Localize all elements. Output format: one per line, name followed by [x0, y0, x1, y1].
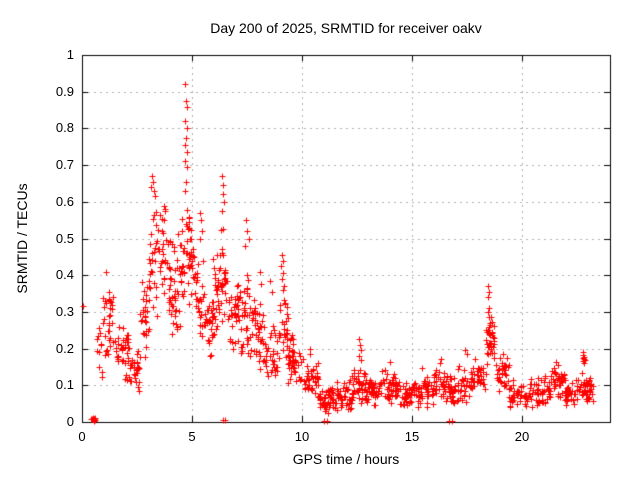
- x-axis-label: GPS time / hours: [292, 451, 400, 467]
- y-tick-label: 0.8: [55, 120, 74, 135]
- x-tick-label: 0: [78, 429, 86, 444]
- x-tick-label: 10: [294, 429, 310, 444]
- x-tick-label: 20: [514, 429, 530, 444]
- x-tick-label: 5: [188, 429, 196, 444]
- y-tick-label: 0.9: [55, 84, 74, 99]
- y-tick-label: 0.2: [55, 341, 74, 356]
- y-tick-label: 0.7: [55, 157, 74, 172]
- y-tick-label: 0.4: [55, 267, 74, 282]
- y-tick-label: 1: [66, 47, 74, 62]
- y-tick-label: 0.5: [55, 231, 74, 246]
- y-tick-label: 0: [66, 414, 74, 429]
- y-tick-label: 0.6: [55, 194, 74, 209]
- x-tick-label: 15: [404, 429, 420, 444]
- y-tick-label: 0.3: [55, 304, 74, 319]
- y-tick-label: 0.1: [55, 377, 74, 392]
- chart-title: Day 200 of 2025, SRMTID for receiver oak…: [210, 20, 482, 36]
